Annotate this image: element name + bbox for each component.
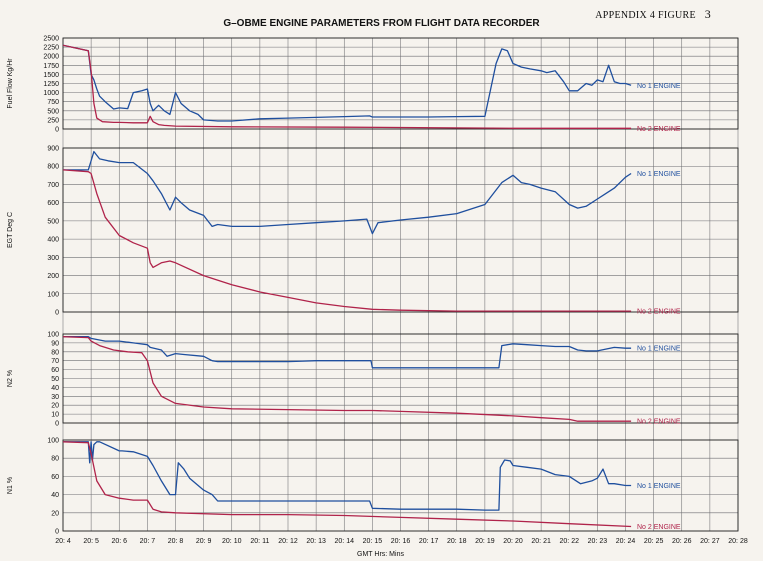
y-tick-label: 100: [47, 438, 59, 445]
x-tick-label: 20: 16: [391, 538, 411, 545]
y-tick-label: 300: [47, 255, 59, 262]
no1-engine-label: No 1 ENGINE: [637, 483, 681, 490]
panel-border: [62, 147, 739, 313]
appendix-label: APPENDIX 4 FIGURE 3: [595, 7, 711, 22]
x-tick-label: 20: 12: [278, 538, 298, 545]
y-tick-label: 1000: [43, 90, 59, 97]
y-tick-label: 900: [47, 146, 59, 153]
y-tick-label: 80: [51, 456, 59, 463]
y-tick-label: 0: [55, 310, 59, 317]
y-tick-label: 500: [47, 218, 59, 225]
x-tick-label: 20: 27: [700, 538, 720, 545]
x-tick-label: 20: 4: [55, 538, 71, 545]
x-tick-label: 20: 28: [728, 538, 748, 545]
y-tick-label: 100: [47, 332, 59, 339]
x-tick-label: 20: 26: [672, 538, 692, 545]
y-tick-label: 2500: [43, 36, 59, 43]
y-tick-label: 60: [51, 474, 59, 481]
x-tick-label: 20: 22: [560, 538, 580, 545]
y-tick-label: 70: [51, 358, 59, 365]
x-tick-label: 20: 5: [83, 538, 99, 545]
y-axis-label: N1 %: [7, 477, 14, 494]
panel-border: [62, 439, 739, 532]
y-tick-label: 30: [51, 394, 59, 401]
y-axis-label: EGT Deg C: [7, 212, 14, 248]
y-tick-label: 250: [47, 117, 59, 124]
y-tick-label: 500: [47, 108, 59, 115]
y-tick-label: 1750: [43, 63, 59, 70]
no2-engine-label: No 2 ENGINE: [637, 126, 681, 133]
figure-number: 3: [704, 7, 711, 21]
x-tick-label: 20: 20: [503, 538, 523, 545]
y-tick-label: 750: [47, 99, 59, 106]
no2-engine-line: [62, 44, 632, 129]
x-axis-label: GMT Hrs: Mins: [357, 551, 404, 558]
x-tick-label: 20: 10: [222, 538, 242, 545]
y-axis-label: N2 %: [7, 370, 14, 387]
y-tick-label: 700: [47, 182, 59, 189]
no2-engine-line: [62, 441, 632, 528]
grid-layer: [62, 37, 739, 532]
y-tick-label: 10: [51, 412, 59, 419]
y-tick-label: 1500: [43, 72, 59, 79]
no1-engine-label: No 1 ENGINE: [637, 171, 681, 178]
y-tick-label: 800: [47, 164, 59, 171]
no2-engine-label: No 2 ENGINE: [637, 309, 681, 316]
no1-engine-line: [63, 336, 632, 369]
x-tick-label: 20: 24: [616, 538, 636, 545]
y-tick-label: 2000: [43, 54, 59, 61]
y-tick-label: 100: [47, 291, 59, 298]
x-tick-label: 20: 8: [168, 538, 184, 545]
y-tick-label: 400: [47, 237, 59, 244]
x-tick-label: 20: 15: [363, 538, 383, 545]
x-tick-label: 20: 19: [475, 538, 495, 545]
y-tick-label: 0: [55, 127, 59, 134]
y-tick-label: 0: [55, 421, 59, 428]
no2-engine-label: No 2 ENGINE: [637, 419, 681, 426]
no1-engine-line: [62, 44, 632, 122]
x-tick-label: 20: 21: [531, 538, 551, 545]
no2-engine-label: No 2 ENGINE: [637, 524, 681, 531]
y-tick-label: 40: [51, 492, 59, 499]
chart-title: G–OBME ENGINE PARAMETERS FROM FLIGHT DAT…: [223, 18, 540, 29]
no2-engine-line: [62, 336, 632, 422]
y-tick-label: 60: [51, 367, 59, 374]
y-tick-label: 90: [51, 340, 59, 347]
no1-engine-label: No 1 ENGINE: [637, 346, 681, 353]
x-tick-label: 20: 23: [588, 538, 608, 545]
y-tick-label: 20: [51, 510, 59, 517]
x-tick-label: 20: 17: [419, 538, 439, 545]
y-tick-label: 20: [51, 403, 59, 410]
no1-engine-line: [63, 441, 632, 511]
x-tick-label: 20: 9: [196, 538, 212, 545]
x-tick-label: 20: 25: [644, 538, 664, 545]
panel-border: [62, 333, 739, 424]
y-tick-label: 80: [51, 349, 59, 356]
x-tick-label: 20: 11: [250, 538, 269, 545]
x-tick-label: 20: 18: [447, 538, 467, 545]
no2-engine-line: [62, 169, 632, 312]
y-tick-label: 0: [55, 529, 59, 536]
y-tick-label: 1250: [43, 81, 59, 88]
x-tick-label: 20: 6: [111, 538, 127, 545]
y-tick-label: 50: [51, 376, 59, 383]
y-tick-label: 2250: [43, 45, 59, 52]
appendix-text: APPENDIX 4 FIGURE: [595, 10, 696, 21]
no1-engine-line: [63, 150, 632, 235]
no1-engine-label: No 1 ENGINE: [637, 83, 681, 90]
x-tick-label: 20: 13: [306, 538, 326, 545]
y-tick-label: 40: [51, 385, 59, 392]
x-tick-label: 20: 7: [140, 538, 156, 545]
y-axis-label: Fuel Flow Kg/Hr: [7, 58, 14, 109]
x-tick-label: 20: 14: [335, 538, 355, 545]
panel-border: [62, 37, 739, 130]
series-layer: [62, 44, 632, 528]
y-tick-label: 600: [47, 200, 59, 207]
y-tick-label: 200: [47, 273, 59, 280]
label-layer: 20: 4 20: 5 20: 6 20: 7 20: 8 20: 9 20: 10 20: …: [7, 36, 748, 559]
